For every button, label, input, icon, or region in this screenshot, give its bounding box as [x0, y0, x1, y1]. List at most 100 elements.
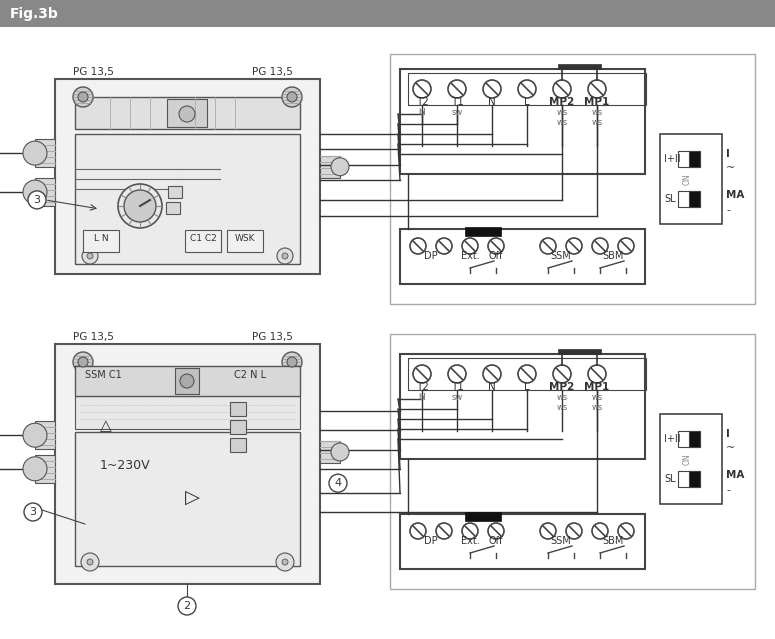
FancyBboxPatch shape — [400, 229, 645, 284]
FancyBboxPatch shape — [35, 421, 55, 449]
FancyBboxPatch shape — [55, 79, 320, 274]
Circle shape — [179, 106, 195, 122]
FancyBboxPatch shape — [689, 431, 700, 447]
FancyBboxPatch shape — [75, 432, 300, 566]
Text: 1~230V: 1~230V — [100, 459, 150, 472]
Circle shape — [81, 553, 99, 571]
Text: I: I — [726, 149, 730, 159]
Text: SL: SL — [664, 473, 676, 484]
Text: L: L — [524, 382, 530, 392]
Text: MA: MA — [726, 470, 744, 480]
FancyBboxPatch shape — [75, 97, 300, 129]
Text: C2 N L: C2 N L — [234, 370, 266, 380]
Text: SL: SL — [664, 194, 676, 204]
Text: T1: T1 — [450, 382, 463, 392]
FancyBboxPatch shape — [83, 230, 119, 252]
FancyBboxPatch shape — [166, 202, 180, 214]
FancyBboxPatch shape — [400, 354, 645, 459]
Text: MP1: MP1 — [584, 382, 610, 392]
FancyBboxPatch shape — [689, 191, 700, 207]
Text: ws: ws — [591, 108, 603, 117]
Text: L N: L N — [94, 234, 108, 243]
Text: L: L — [524, 97, 530, 107]
FancyBboxPatch shape — [689, 471, 700, 487]
Text: I+II: I+II — [664, 434, 680, 444]
Circle shape — [124, 190, 156, 222]
FancyBboxPatch shape — [75, 134, 300, 264]
FancyBboxPatch shape — [660, 134, 722, 224]
Text: SSM C1: SSM C1 — [84, 370, 122, 380]
FancyBboxPatch shape — [35, 139, 55, 167]
Circle shape — [178, 597, 196, 615]
Text: 4: 4 — [335, 478, 342, 488]
Text: 2: 2 — [170, 439, 247, 546]
FancyBboxPatch shape — [168, 186, 182, 198]
Text: ON: ON — [683, 453, 692, 465]
Circle shape — [282, 87, 302, 107]
Text: sw: sw — [451, 108, 463, 117]
FancyBboxPatch shape — [558, 64, 601, 69]
Text: Ext.: Ext. — [460, 536, 480, 546]
Circle shape — [287, 92, 297, 102]
FancyBboxPatch shape — [175, 368, 199, 394]
Text: △: △ — [100, 419, 112, 433]
Circle shape — [329, 474, 347, 492]
Text: 2: 2 — [184, 601, 191, 611]
Text: MP2: MP2 — [549, 382, 574, 392]
Circle shape — [78, 92, 88, 102]
Circle shape — [23, 423, 47, 447]
Circle shape — [23, 141, 47, 165]
Circle shape — [331, 443, 349, 461]
Text: ▷: ▷ — [185, 488, 200, 506]
Circle shape — [276, 553, 294, 571]
Text: N: N — [488, 382, 496, 392]
Text: bl: bl — [418, 108, 426, 117]
FancyBboxPatch shape — [678, 151, 700, 167]
Text: ~: ~ — [726, 443, 735, 453]
Text: MP2: MP2 — [549, 97, 574, 107]
Circle shape — [78, 357, 88, 367]
FancyBboxPatch shape — [227, 230, 263, 252]
Text: WSK: WSK — [235, 234, 255, 243]
Text: ~: ~ — [726, 163, 735, 173]
Circle shape — [24, 503, 42, 521]
Text: MA: MA — [726, 190, 744, 200]
Text: C1 C2: C1 C2 — [190, 234, 216, 243]
Circle shape — [23, 457, 47, 481]
FancyBboxPatch shape — [400, 69, 645, 174]
Text: ws: ws — [591, 118, 603, 127]
Circle shape — [23, 180, 47, 204]
Text: 3: 3 — [33, 195, 40, 205]
Circle shape — [118, 184, 162, 228]
FancyBboxPatch shape — [35, 178, 55, 206]
Text: N: N — [488, 97, 496, 107]
Circle shape — [87, 253, 93, 259]
Text: MP1: MP1 — [584, 97, 610, 107]
FancyBboxPatch shape — [465, 512, 501, 521]
FancyBboxPatch shape — [230, 420, 246, 434]
FancyBboxPatch shape — [75, 396, 300, 429]
Text: PG 13,5: PG 13,5 — [73, 67, 114, 77]
FancyBboxPatch shape — [167, 99, 207, 127]
Circle shape — [331, 158, 349, 176]
Text: Ext.: Ext. — [460, 251, 480, 261]
Circle shape — [28, 191, 46, 209]
FancyBboxPatch shape — [678, 191, 700, 207]
Text: T2: T2 — [415, 97, 429, 107]
FancyBboxPatch shape — [55, 344, 320, 584]
Text: Off: Off — [489, 251, 503, 261]
Text: ON: ON — [683, 173, 692, 185]
Text: I+II: I+II — [664, 154, 680, 164]
Text: -: - — [726, 486, 730, 495]
FancyBboxPatch shape — [660, 414, 722, 504]
Text: PG 13,5: PG 13,5 — [73, 332, 114, 342]
Text: ws: ws — [591, 393, 603, 402]
FancyBboxPatch shape — [320, 156, 340, 178]
FancyBboxPatch shape — [400, 514, 645, 569]
Text: ws: ws — [556, 393, 567, 402]
FancyBboxPatch shape — [689, 151, 700, 167]
FancyBboxPatch shape — [320, 441, 340, 463]
Circle shape — [87, 559, 93, 565]
FancyBboxPatch shape — [35, 455, 55, 483]
Text: SBM: SBM — [602, 251, 624, 261]
